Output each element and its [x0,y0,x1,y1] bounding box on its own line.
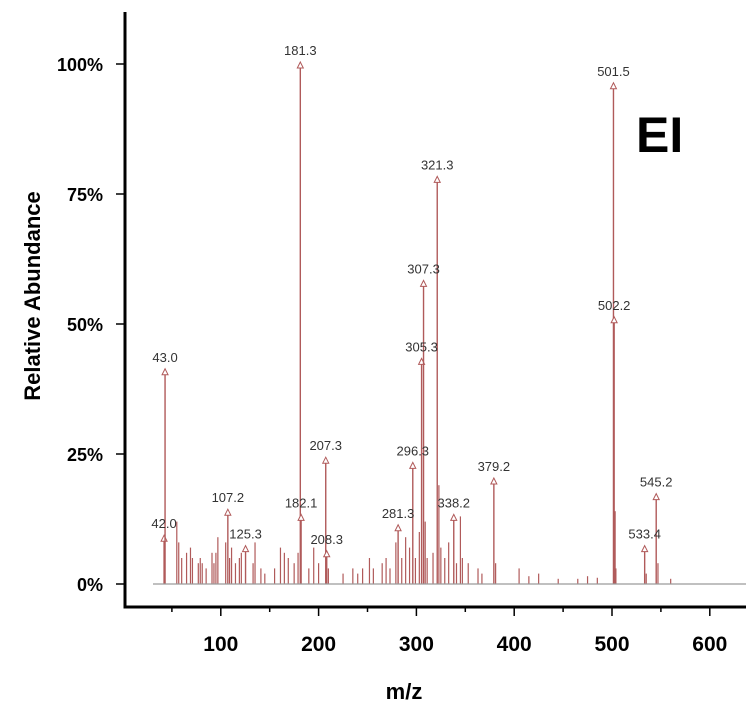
peak-label-2: 107.2 [212,490,245,505]
y-tick-label-3: 75% [67,185,103,205]
x-tick-label-4: 500 [594,633,629,656]
y-tick-label-1: 25% [67,445,103,465]
y-tick-label-4: 100% [57,55,103,75]
peak-label-11: 307.3 [407,261,440,276]
peak-label-8: 281.3 [382,506,415,521]
peak-label-17: 533.4 [628,527,661,542]
peak-label-5: 182.1 [285,495,318,510]
peak-label-0: 42.0 [151,516,176,531]
peak-marker-18 [652,492,661,501]
y-ticks: 0% 25% 50% 75% 100% [57,55,125,595]
peak-label-10: 305.3 [405,339,438,354]
x-ticks: 100 200 300 400 500 600 [171,607,727,656]
peak-label-3: 125.3 [229,527,262,542]
peak-marker-11 [419,279,428,287]
y-axis-title: Relative Abundance [20,191,45,400]
peak-label-14: 379.2 [478,459,511,474]
peak-marker-5 [297,513,305,521]
peak-label-13: 338.2 [437,495,470,510]
peak-marker-14 [490,476,498,485]
peak-marker-17 [640,544,649,553]
peak-marker-6 [321,456,330,464]
peak-label-9: 296.3 [397,443,430,458]
y-tick-label-2: 50% [67,315,103,335]
peak-label-16: 502.2 [598,298,631,313]
peak-bars [160,60,672,584]
peak-label-6: 207.3 [309,438,342,453]
peak-marker-1 [161,367,169,376]
peak-marker-9 [408,461,417,469]
x-tick-label-2: 300 [399,633,434,656]
peak-marker-7 [322,549,331,558]
peak-marker-15 [609,81,618,90]
peak-label-18: 545.2 [640,475,673,490]
peak-marker-13 [449,513,458,521]
peak-label-12: 321.3 [421,157,454,172]
peak-marker-16 [610,315,618,324]
peak-marker-2 [224,508,232,516]
peak-label-15: 501.5 [597,64,630,79]
x-axis-title: m/z [386,679,423,704]
peak-labels: 42.0 43.0 107.2 125.3 181.3 182.1 207.3 208.3 28… [151,43,672,547]
x-tick-label-0: 100 [203,633,238,656]
peak-marker-3 [241,544,250,553]
y-tick-label-0: 0% [77,575,103,595]
x-tick-label-3: 400 [497,633,532,656]
peak-marker-4 [296,60,305,69]
x-tick-label-1: 200 [301,633,336,656]
peak-marker-12 [433,175,442,183]
x-tick-label-5: 600 [692,633,727,656]
peak-marker-0 [160,534,168,542]
peak-label-7: 208.3 [310,532,343,547]
peak-label-4: 181.3 [284,43,317,58]
ionization-mode-label: EI [636,107,683,163]
axes [123,12,746,609]
peak-label-1: 43.0 [152,350,177,365]
peak-marker-8 [394,523,402,532]
